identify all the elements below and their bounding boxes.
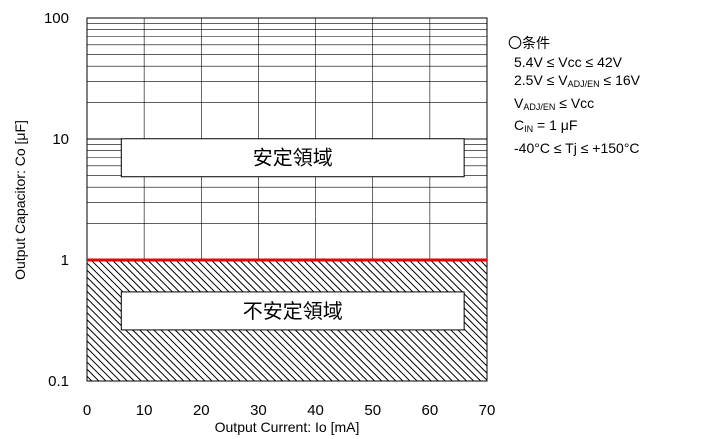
conditions-panel: 〇条件 5.4V ≤ Vcc ≤ 42V 2.5V ≤ VADJ/EN ≤ 16… [508, 34, 640, 157]
condition-tj: -40°C ≤ Tj ≤ +150°C [514, 139, 640, 156]
x-tick-label: 10 [136, 402, 153, 419]
x-tick-label: 60 [422, 402, 439, 419]
conditions-title: 〇条件 [508, 35, 550, 51]
condition-vcc: 5.4V ≤ Vcc ≤ 42V [514, 53, 622, 70]
x-tick-label: 50 [364, 402, 381, 419]
stable-region-box [120, 138, 465, 178]
x-tick-label: 40 [307, 402, 324, 419]
plot-frame [86, 17, 488, 382]
condition-vadj-vcc: VADJ/EN ≤ Vcc [514, 94, 595, 112]
unstable-region-box [120, 291, 465, 331]
stable-region-label: 安定領域 [253, 146, 333, 170]
x-tick-label: 20 [193, 402, 210, 419]
x-tick-label: 30 [250, 402, 267, 419]
x-tick-label: 0 [83, 402, 91, 419]
y-tick-label: 100 [44, 10, 69, 27]
y-axis-label: Output Capacitor: Co [μF] [12, 120, 28, 280]
y-tick-label: 10 [52, 131, 69, 148]
condition-vadj-range: 2.5V ≤ VADJ/EN ≤ 16V [514, 72, 640, 89]
condition-cin: CIN = 1 μF [514, 117, 578, 134]
x-axis-label: Output Current: Io [mA] [215, 419, 360, 435]
y-tick-label: 1 [61, 252, 69, 269]
unstable-region-label: 不安定領域 [243, 299, 343, 323]
x-tick-label: 70 [479, 402, 496, 419]
y-tick-label: 0.1 [48, 373, 69, 390]
